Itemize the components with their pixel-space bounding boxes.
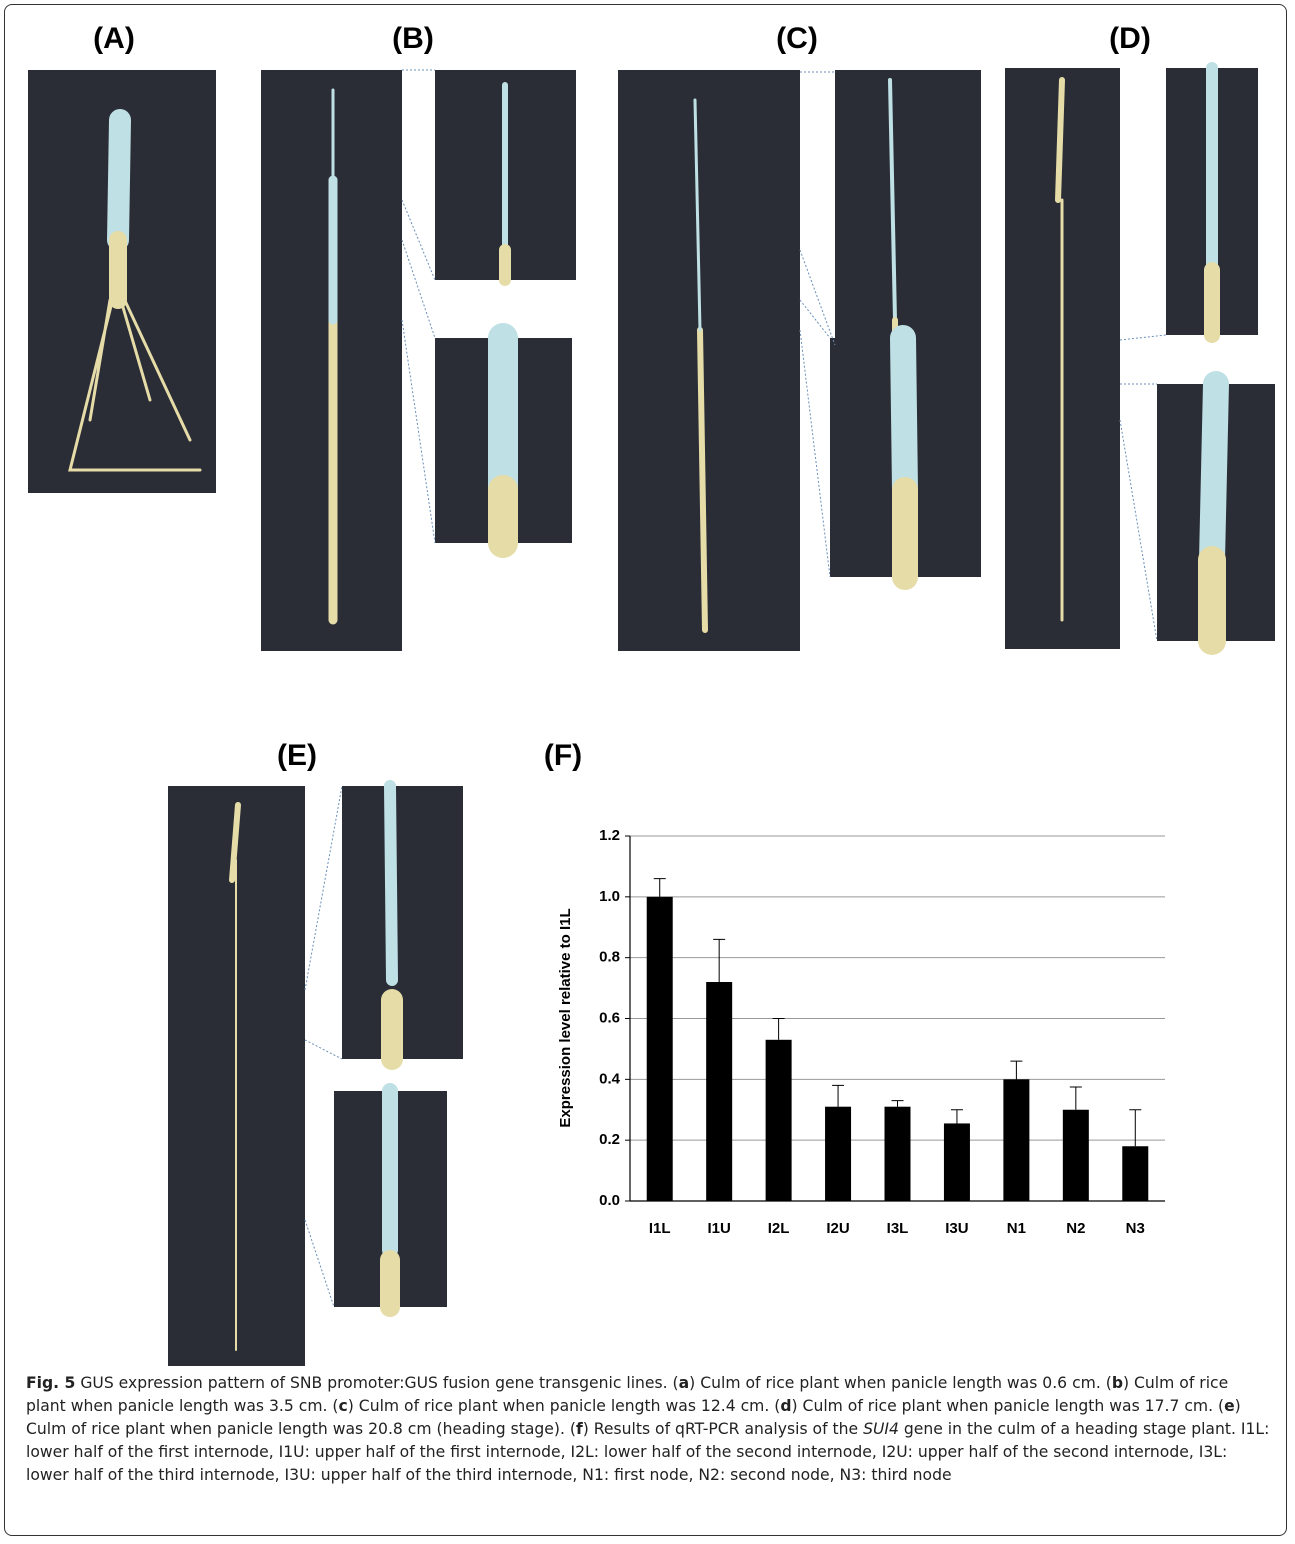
caption-text: ) Culm of rice plant when panicle length…	[689, 1374, 1112, 1392]
bar	[766, 1040, 792, 1201]
x-tick-label: I2L	[768, 1220, 790, 1237]
caption-text: ) Culm of rice plant when panicle length…	[348, 1397, 781, 1415]
caption: Fig. 5 GUS expression pattern of SNB pro…	[26, 1372, 1271, 1487]
panel-label: (C)	[776, 22, 818, 55]
x-tick-label: I3L	[887, 1220, 909, 1237]
panel-label: (F)	[544, 739, 582, 772]
error-bar	[773, 1019, 785, 1040]
x-tick-label: N3	[1126, 1220, 1145, 1237]
x-tick-label: N2	[1066, 1220, 1085, 1237]
y-tick-label: 0.4	[599, 1070, 621, 1087]
panel-label: (A)	[93, 22, 135, 55]
caption-text: GUS expression pattern of SNB promoter:G…	[75, 1374, 678, 1392]
bar	[1003, 1079, 1029, 1201]
bar	[706, 982, 732, 1201]
bar-chart: 0.0 0.2 0.4 0.6 0.8 1.0 1.2 I1L I1U I2L I2U I3L I3U N…	[599, 827, 1165, 1237]
error-bar	[654, 879, 666, 897]
caption-text: ) Culm of rice plant when panicle length…	[792, 1397, 1225, 1415]
x-tick-label: N1	[1007, 1220, 1026, 1237]
error-bar	[951, 1110, 963, 1124]
y-tick-label: 0.2	[599, 1131, 620, 1148]
caption-text: b	[1112, 1374, 1123, 1392]
panel-label: (D)	[1109, 22, 1151, 55]
error-bar	[892, 1101, 904, 1107]
x-tick-label: I1U	[707, 1220, 730, 1237]
figure-page: (A) (B) (C) (D) (E) (F) Expression level…	[0, 0, 1295, 1544]
y-tick-label: 0.0	[599, 1192, 620, 1209]
caption-text: e	[1224, 1397, 1235, 1415]
error-bar	[713, 939, 725, 982]
panel-label: (B)	[392, 22, 434, 55]
error-bar	[1010, 1061, 1022, 1079]
y-tick-label: 0.6	[599, 1009, 620, 1026]
bar	[944, 1123, 970, 1201]
error-bar	[1070, 1087, 1082, 1110]
bar	[1122, 1146, 1148, 1201]
x-tick-label: I3U	[945, 1220, 968, 1237]
caption-text: c	[339, 1397, 348, 1415]
caption-text: Fig. 5	[26, 1374, 75, 1392]
x-tick-label: I1L	[649, 1220, 671, 1237]
caption-text: f	[576, 1420, 583, 1438]
y-axis-title: Expression level relative to I1L	[557, 908, 574, 1127]
panel-label: (E)	[277, 739, 317, 772]
bar	[647, 897, 673, 1201]
caption-text: d	[780, 1397, 791, 1415]
y-tick-label: 1.0	[599, 888, 620, 905]
error-bar	[832, 1085, 844, 1106]
figure: (A) (B) (C) (D) (E) (F) Expression level…	[0, 0, 1295, 1380]
y-tick-label: 0.8	[599, 949, 620, 966]
bar	[825, 1107, 851, 1201]
bar	[885, 1107, 911, 1201]
bar	[1063, 1110, 1089, 1201]
x-tick-label: I2U	[826, 1220, 849, 1237]
caption-text: ) Results of qRT-PCR analysis of the	[583, 1420, 863, 1438]
caption-text: a	[679, 1374, 690, 1392]
caption-text: SUI4	[863, 1420, 899, 1438]
y-tick-label: 1.2	[599, 827, 620, 844]
error-bar	[1129, 1110, 1141, 1147]
